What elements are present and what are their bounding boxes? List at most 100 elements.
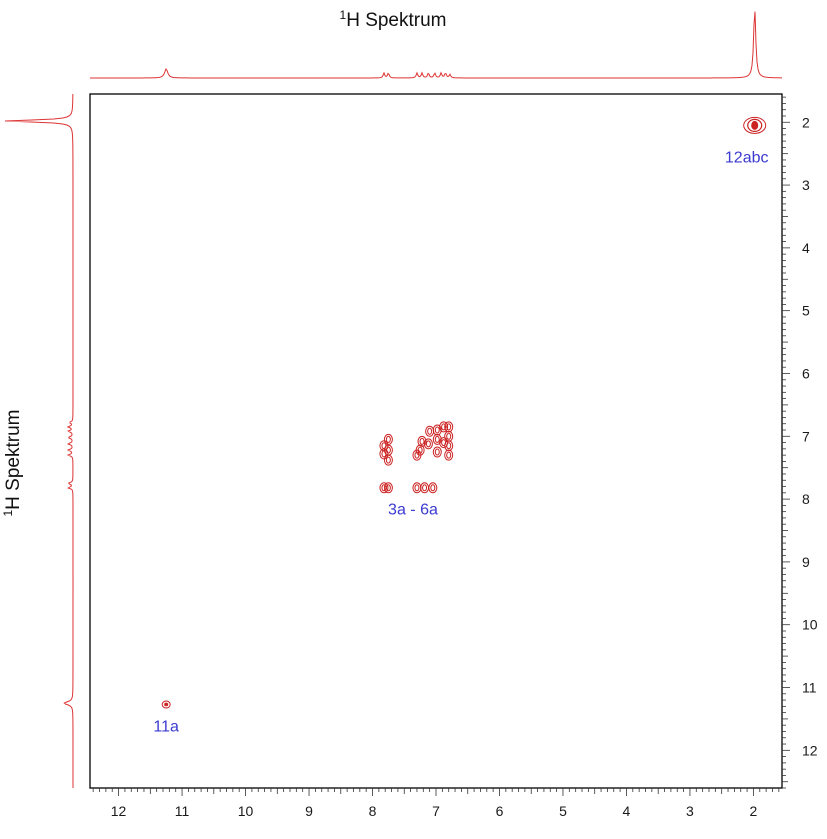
cross-peak-contours — [379, 421, 454, 494]
x-tick-label: 3 — [686, 803, 694, 819]
peak-contour — [747, 118, 763, 133]
y-tick-label: 4 — [802, 240, 810, 256]
diagonal-peak-11a — [161, 700, 171, 709]
cross-peak — [432, 446, 442, 458]
x-tick-label: 11 — [175, 803, 190, 819]
left-projection-title: 1H Spektrum — [1, 410, 24, 517]
peak-contour — [161, 700, 171, 709]
cross-peak — [417, 435, 427, 447]
cross-peak-contour-outer — [444, 430, 454, 442]
y-tick-label: 12 — [802, 742, 818, 758]
cross-peak-contour-outer — [383, 433, 393, 445]
y-tick-label: 11 — [802, 680, 817, 696]
cross-peak-contour-inner — [419, 437, 425, 445]
cross-peak — [412, 482, 422, 494]
cross-peak-contour-inner — [446, 442, 452, 450]
cross-peak-contour-outer — [432, 433, 442, 445]
cross-peak-contour-inner — [434, 435, 440, 443]
cross-peak — [439, 421, 449, 433]
cross-peak-contour-inner — [381, 442, 387, 450]
x-tick-label: 12 — [111, 803, 127, 819]
cross-peak-contour-inner — [414, 484, 420, 492]
y-axis: 2 3 4 5 6 7 8 9 10 11 12 — [782, 96, 818, 789]
y-tick-label: 6 — [802, 365, 810, 381]
cross-peak — [383, 454, 393, 466]
left-projection-title-group: 1H Spektrum — [1, 410, 24, 517]
cross-peak-contour-inner — [417, 446, 423, 454]
cross-peak-contour-outer — [444, 440, 454, 452]
cross-peak — [432, 433, 442, 445]
peak-contours — [161, 116, 767, 709]
diagonal-peak-12abc — [743, 116, 767, 134]
cross-peak — [420, 482, 430, 494]
x-tick-label: 10 — [238, 803, 254, 819]
cross-peak-contour-outer — [383, 454, 393, 466]
left-title-text: H Spektrum — [3, 410, 24, 510]
top-projection-title: 1H Spektrum — [340, 8, 447, 31]
y-tick-label: 8 — [802, 491, 810, 507]
y-tick-label: 2 — [802, 114, 810, 130]
x-tick-label: 5 — [559, 803, 567, 819]
top-title-text: H Spektrum — [346, 10, 446, 31]
cross-peak-contour-inner — [385, 446, 391, 454]
plot-frame — [89, 93, 783, 789]
top-title-superscript: 1 — [340, 8, 347, 22]
peak-contour-core — [164, 702, 169, 707]
left-title-superscript: 1 — [1, 510, 15, 517]
cross-peak-contour-inner — [422, 484, 428, 492]
cross-peak-contour-outer — [379, 448, 389, 460]
x-axis: 12 11 10 9 8 7 6 5 4 3 2 — [92, 788, 780, 819]
cross-peak-contour-outer — [439, 421, 449, 433]
peak-label-12abc: 12abc — [725, 149, 769, 166]
cross-peak-contour-outer — [379, 482, 389, 494]
cross-peak — [444, 430, 454, 442]
cross-peak — [428, 482, 438, 494]
cross-peak — [415, 444, 425, 456]
cross-peak-contour-inner — [446, 432, 452, 440]
x-tick-label: 2 — [750, 803, 758, 819]
cross-peak-contour-outer — [444, 449, 454, 461]
x-tick-label: 9 — [305, 803, 313, 819]
cross-peak-contour-inner — [385, 435, 391, 443]
cross-peak-contour-inner — [385, 456, 391, 464]
cross-peak-contour-inner — [446, 423, 452, 431]
cross-peak-contour-inner — [427, 427, 433, 435]
cross-peak-contour-outer — [444, 421, 454, 433]
cross-peak-contour-inner — [425, 440, 431, 448]
top-projection-spectrum — [90, 11, 783, 79]
cross-peak-contour-outer — [428, 482, 438, 494]
cross-peak-contour-outer — [423, 438, 433, 450]
y-tick-label: 5 — [802, 303, 810, 319]
cross-peak — [444, 421, 454, 433]
cross-peak — [383, 482, 393, 494]
y-tick-label: 9 — [802, 554, 810, 570]
x-tick-label: 8 — [369, 803, 377, 819]
left-projection-spectrum — [4, 93, 74, 789]
cross-peak-contour-inner — [385, 484, 391, 492]
peak-contour — [743, 116, 767, 134]
cross-peak-contour-inner — [434, 448, 440, 456]
x-tick-label: 7 — [432, 803, 440, 819]
y-tick-label: 7 — [802, 428, 810, 444]
cross-peak — [423, 438, 433, 450]
cross-peak-contour-outer — [415, 444, 425, 456]
cross-peak-contour-outer — [383, 482, 393, 494]
cross-peak-contour-inner — [441, 423, 447, 431]
x-tick-label: 6 — [496, 803, 504, 819]
y-tick-label: 3 — [802, 177, 810, 193]
cross-peak — [432, 424, 442, 436]
cross-peak-contour-outer — [432, 424, 442, 436]
cross-peak — [425, 425, 435, 437]
y-tick-label: 10 — [802, 617, 818, 633]
x-tick-label: 4 — [623, 803, 631, 819]
cross-peak-contour-inner — [446, 451, 452, 459]
peak-labels: 12abc 11a 3a - 6a — [153, 149, 768, 735]
cross-peak-contour-outer — [417, 435, 427, 447]
cross-peak — [444, 449, 454, 461]
cross-peak-contour-outer — [432, 446, 442, 458]
cross-peak-contour-inner — [430, 484, 436, 492]
cross-peak — [383, 433, 393, 445]
cross-peak-contour-inner — [434, 426, 440, 434]
cross-peak — [444, 440, 454, 452]
